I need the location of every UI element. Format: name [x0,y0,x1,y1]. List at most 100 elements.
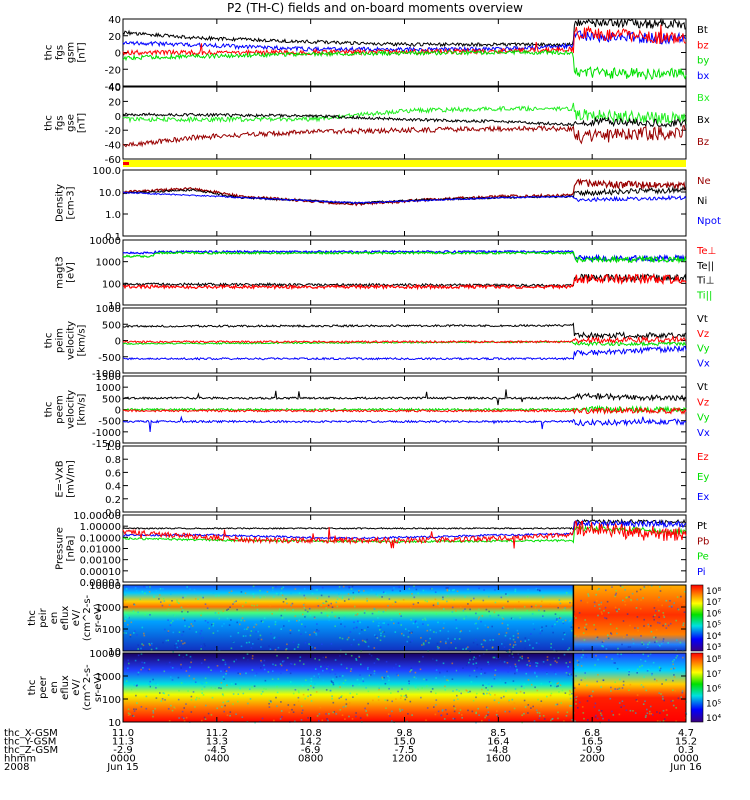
peim-ylabel: velocity [66,321,77,360]
efield-ytick: 0.6 [105,468,121,479]
peir-colorbar-label: 10⁷ [706,598,721,608]
peer-colorbar-label: 10⁷ [706,670,721,680]
xaxis-y-value: 15.0 [393,737,415,748]
peer-ylabel: eV/ [71,679,82,696]
trace-Te-par [122,272,687,288]
peir-ylabel: (cm^2-s- [82,594,93,641]
peer-ylabel: sr-eV) [93,673,104,702]
peir-colorbar-label: 10⁶ [706,609,721,619]
fgs_gse-ytick: 0 [115,112,121,123]
panel-flag [123,160,686,167]
trace-peim-Vy [122,340,687,347]
panel-peim: 1000 500 0 -500 -1000 thc peim velocity [km/s] Vt… [44,304,710,380]
peer-spectrum-active [573,653,686,722]
xaxis-row-label: thc_Z-GSM [4,745,58,756]
pressure-ylabel: [nPa] [66,535,77,561]
xaxis-y-value: 14.2 [300,737,322,748]
peir-colorbar-label: 10⁸ [706,587,721,597]
peir-colorbar [690,584,704,652]
temp-ytick: 1000 [96,258,121,269]
panel-fgs_gsm: 40 20 0 -20 -40 thc fgs gsm [nT] Bt bz by bx [44,15,710,93]
xaxis-x-value: 11.2 [206,728,228,739]
xaxis-x-value: 9.8 [397,728,413,739]
efield-ytick: 1.0 [105,442,121,453]
fgs_gse-ytick: -60 [105,155,121,166]
pressure-ytick: 0.01000 [80,545,121,556]
pressure-ytick: 0.00100 [80,556,121,567]
peem-legend-Vy: Vy [697,413,710,424]
fgs_gsm-legend-bx: bx [697,71,709,82]
pressure-legend-Pi: Pi [697,567,706,578]
trace-peem-Vz [122,406,687,416]
peer-colorbar-label: 10⁴ [706,714,721,724]
peim-ylabel: thc [44,333,55,349]
density-legend-Ne: Ne [697,176,711,187]
efield-ytick: 0.8 [105,455,121,466]
temp-legend-Ti⊥: Ti⊥ [696,276,714,287]
pressure-legend-Pb: Pb [697,536,709,547]
xaxis-z-value: -2.9 [113,745,133,756]
pressure-ytick: 0.00001 [80,578,121,589]
xaxis-row-label: hhmm [4,754,36,765]
density-ytick: 1.0 [105,210,121,221]
xaxis-hhmm-value: 2000 [579,754,604,765]
trace-peim-Vt [122,322,687,340]
panel-temp: 10000 1000 100 10 magt3 [eV] Te⊥ Te|| Ti⊥ Ti|| [55,236,717,312]
pressure-ytick: 10.00000 [73,511,121,522]
peer-spectrum-quiet [123,653,574,722]
pressure-ylabel: Pressure [55,527,66,570]
trace-Ti-par [122,250,687,264]
xaxis-y-value: 15.2 [675,737,697,748]
xaxis-row-label: thc_X-GSM [4,728,58,739]
xaxis-x-value: 10.8 [300,728,322,739]
peer-ytick: 1000 [96,672,121,683]
xaxis-hhmm-value: 0400 [204,754,229,765]
xaxis-hhmm-value: 0000 [673,754,698,765]
xaxis-hhmm-value: 1200 [392,754,417,765]
xaxis-z-value: -4.8 [489,745,509,756]
peir-ylabel: en [49,612,60,625]
fgs_gse-ytick: 40 [108,83,121,94]
temp-ytick: 100 [102,279,121,290]
trace-peim-Vz [122,334,687,345]
xaxis-x-value: 8.5 [490,728,506,739]
trace-gse-bx [122,112,687,128]
fgs_gse-legend-Bx: Bx [697,115,710,126]
fgs_gsm-legend-Bt: Bt [697,25,708,36]
peir-colorbar-label: 10⁴ [706,632,721,642]
fgs_gsm-ylabel: gsm [66,42,77,63]
fgs_gsm-ylabel: thc [44,45,55,61]
flag-marker [123,162,129,165]
fgs_gse-legend-Bx: Bx [697,93,710,104]
fgs_gsm-legend-bz: bz [697,40,709,51]
density-ytick: 0.1 [105,232,121,243]
trace-by [122,49,687,81]
xaxis-y-value: 16.4 [487,737,509,748]
peim-ytick: -1000 [92,369,121,380]
peir-ylabel: thc [27,610,38,626]
panel-efield: 1.0 0.8 0.6 0.4 0.2 0.0 E=-VxB [mV/m] Ez Ey Ex [55,442,710,519]
xaxis-z-value: -7.5 [395,745,415,756]
panel-peer: 10⁸ 10⁷ 10⁶ 10⁵ 10⁴ 10000 1000 100 10 thc peer en ef… [27,649,721,729]
temp-ylabel: magt3 [55,256,66,289]
trace-peim-Vx [122,345,687,361]
peir-ytick: 1000 [96,603,121,614]
peir-spectrum-quiet [123,585,574,651]
trace-bz [122,24,687,57]
fgs_gse-ylabel: [nT] [77,113,88,133]
peem-ytick: -1500 [92,439,121,450]
fgs_gsm-ylabel: [nT] [77,42,88,62]
density-ylabel: Density [55,184,66,222]
peem-ytick: 0 [115,406,121,417]
fgs_gsm-ytick: 0 [115,49,121,60]
trace-Ti-perp [122,249,687,263]
xaxis-x-value: 6.8 [584,728,600,739]
peem-ylabel: [km/s] [77,393,88,425]
trace-gse-bx-green [122,102,687,126]
temp-frame [122,239,687,306]
peim-ytick: 500 [102,320,121,331]
xaxis-x-value: 11.0 [112,728,134,739]
xaxis-y-value: 11.3 [112,737,134,748]
